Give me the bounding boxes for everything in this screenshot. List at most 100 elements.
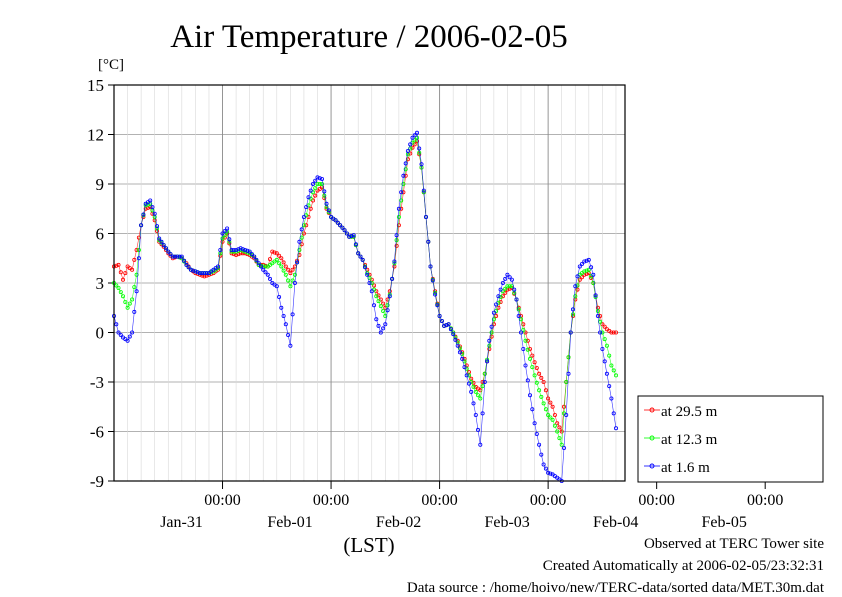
data-point	[371, 303, 376, 308]
data-point	[279, 264, 284, 269]
data-point	[591, 272, 596, 277]
data-point	[399, 206, 404, 211]
data-point	[500, 294, 505, 299]
data-point	[283, 322, 288, 327]
data-point	[290, 278, 295, 283]
data-point	[614, 373, 619, 378]
data-point	[528, 346, 533, 351]
data-point	[582, 259, 587, 264]
data-point	[150, 205, 155, 210]
data-point	[125, 338, 130, 343]
data-point	[475, 427, 480, 432]
data-point	[267, 257, 272, 262]
footer-source: Data source : /home/hoivo/new/TERC-data/…	[406, 580, 824, 596]
data-point	[292, 272, 297, 277]
data-point	[396, 214, 401, 219]
data-point	[288, 343, 293, 348]
data-point	[412, 133, 417, 138]
data-point	[403, 167, 408, 172]
data-point	[512, 287, 517, 292]
data-point	[193, 269, 198, 274]
data-point	[313, 193, 318, 198]
data-point	[399, 190, 404, 195]
data-point	[568, 330, 573, 335]
data-point	[471, 384, 476, 389]
data-point	[543, 407, 548, 412]
data-point	[286, 332, 291, 337]
data-point	[528, 393, 533, 398]
data-point	[600, 330, 605, 335]
data-point	[473, 389, 478, 394]
data-point	[378, 304, 383, 309]
data-point	[351, 233, 356, 238]
data-point	[412, 138, 417, 143]
data-point	[577, 264, 582, 269]
x-axis: 00:00Jan-3100:00Feb-0100:00Feb-0200:00Fe…	[160, 481, 783, 531]
data-point	[286, 267, 291, 272]
data-point	[464, 373, 469, 378]
data-point	[274, 251, 279, 256]
data-point	[376, 299, 381, 304]
x-tick-date: Feb-05	[702, 514, 747, 531]
data-point	[114, 283, 119, 288]
data-point	[322, 189, 327, 194]
data-point	[118, 270, 123, 275]
data-point	[505, 272, 510, 277]
data-point	[435, 303, 440, 308]
data-point	[582, 269, 587, 274]
data-point	[295, 260, 300, 265]
y-tick-label: 9	[96, 175, 105, 194]
data-point	[204, 273, 209, 278]
data-point	[609, 363, 614, 368]
data-point	[571, 307, 576, 312]
data-point	[236, 247, 241, 252]
data-point	[136, 256, 141, 261]
data-point	[252, 254, 257, 259]
data-point	[498, 294, 503, 299]
data-point	[381, 326, 386, 331]
data-point	[552, 412, 557, 417]
data-point	[482, 379, 487, 384]
y-axis-label: [°C]	[98, 57, 124, 73]
data-point	[507, 286, 512, 291]
data-point	[525, 338, 530, 343]
data-point	[141, 212, 146, 217]
data-point	[562, 404, 567, 409]
data-point	[186, 265, 191, 270]
data-point	[489, 330, 494, 335]
data-point	[478, 396, 483, 401]
x-tick-time: 00:00	[204, 492, 240, 509]
data-point	[580, 275, 585, 280]
data-point	[123, 271, 128, 276]
data-point	[457, 350, 462, 355]
data-point	[525, 378, 530, 383]
data-point	[132, 257, 137, 262]
data-point	[258, 264, 263, 269]
data-point	[281, 268, 286, 273]
data-point	[532, 373, 537, 378]
x-tick-time: 00:00	[747, 492, 783, 509]
data-point	[516, 307, 521, 312]
data-point	[157, 236, 162, 241]
data-point	[419, 162, 424, 167]
data-point	[136, 247, 141, 252]
data-point	[304, 205, 309, 210]
data-point	[283, 264, 288, 269]
data-point	[225, 226, 230, 231]
data-point	[401, 190, 406, 195]
data-point	[231, 247, 236, 252]
data-point	[116, 285, 121, 290]
data-point	[609, 396, 614, 401]
data-point	[521, 322, 526, 327]
data-point	[417, 150, 422, 155]
data-point	[598, 330, 603, 335]
data-point	[154, 224, 159, 229]
data-point	[188, 267, 193, 272]
data-point	[360, 257, 365, 262]
data-point	[281, 260, 286, 265]
data-point	[288, 271, 293, 276]
data-point	[161, 243, 166, 248]
data-point	[134, 272, 139, 277]
data-point	[290, 267, 295, 272]
data-point	[611, 368, 616, 373]
